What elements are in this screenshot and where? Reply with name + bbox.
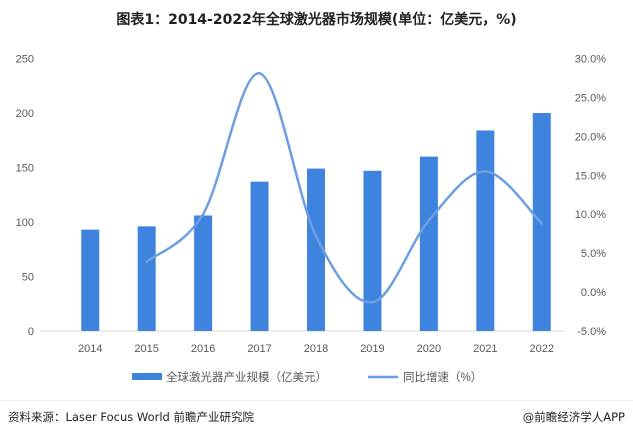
x-axis-tick-label: 2015 xyxy=(134,343,158,355)
right-axis-tick-label: 20.0% xyxy=(575,131,606,143)
left-axis-tick-label: 50 xyxy=(22,272,34,284)
bar-2015 xyxy=(137,226,156,331)
growth-rate-line xyxy=(145,72,544,304)
right-axis-tick-label: 30.0% xyxy=(575,54,606,66)
x-axis-tick-label: 2019 xyxy=(360,343,384,355)
legend-bar-swatch xyxy=(132,373,162,380)
bar-2017 xyxy=(250,181,269,331)
right-axis-tick-label: 15.0% xyxy=(575,170,606,182)
right-axis-tick-label: 5.0% xyxy=(581,248,606,260)
x-axis-tick-label: 2018 xyxy=(304,343,328,355)
bar-2018 xyxy=(307,168,325,331)
chart-svg: 0 50 100 150 200 250 -5.0% 0.0% 5.0% 10.0% 15.0% 20… xyxy=(16,54,607,385)
bar-2020 xyxy=(419,156,438,331)
left-axis-tick-label: 200 xyxy=(16,108,34,120)
right-axis-tick-label: 0.0% xyxy=(581,287,606,299)
x-axis-tick-label: 2014 xyxy=(78,343,102,355)
legend-line-label: 同比增速（%） xyxy=(403,370,482,384)
source-note: 资料来源：Laser Focus World 前瞻产业研究院 xyxy=(8,410,255,424)
right-axis-tick-label: 10.0% xyxy=(575,209,606,221)
left-axis-tick-label: 150 xyxy=(16,163,34,175)
right-axis-tick-label: -5.0% xyxy=(577,326,606,338)
x-axis-tick-label: 2016 xyxy=(191,343,215,355)
x-axis-tick-label: 2020 xyxy=(417,343,441,355)
left-axis-tick-label: 100 xyxy=(16,217,34,229)
brand-credit: @前瞻经济学人APP xyxy=(522,410,625,424)
x-axis-tick-label: 2021 xyxy=(473,343,497,355)
legend-bar-label: 全球激光器产业规模（亿美元） xyxy=(166,370,327,384)
bar-2021 xyxy=(476,130,495,331)
x-axis-tick-label: 2022 xyxy=(530,343,554,355)
bar-2016 xyxy=(194,215,213,331)
left-axis-tick-label: 0 xyxy=(28,326,34,338)
x-axis-tick-label: 2017 xyxy=(247,343,271,355)
bar-2019 xyxy=(363,170,382,331)
right-axis-tick-label: 25.0% xyxy=(575,92,606,104)
chart-title: 图表1：2014-2022年全球激光器市场规模(单位：亿美元，%) xyxy=(116,12,517,28)
footer-divider xyxy=(0,400,633,401)
bar-2014 xyxy=(81,229,100,331)
left-axis-tick-label: 250 xyxy=(16,54,34,66)
